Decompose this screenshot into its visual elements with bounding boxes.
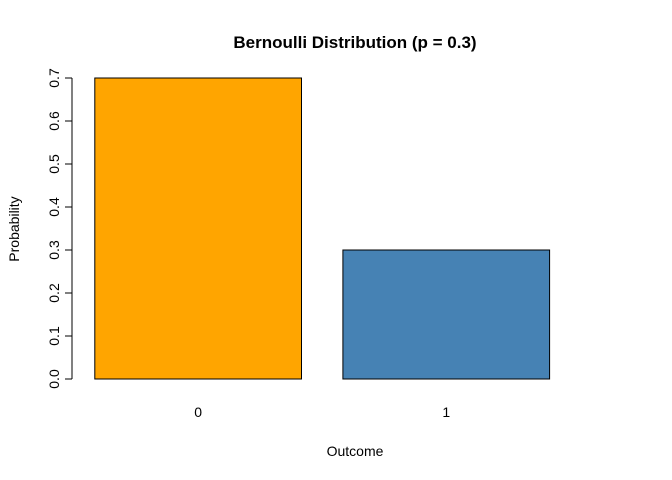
x-tick-label-1: 1 <box>442 404 450 420</box>
y-tick-label: 0.2 <box>46 283 62 303</box>
y-tick-label: 0.5 <box>46 154 62 174</box>
chart-title: Bernoulli Distribution (p = 0.3) <box>233 33 476 52</box>
y-tick-label: 0.6 <box>46 111 62 131</box>
y-tick-label: 0.4 <box>46 197 62 217</box>
y-tick-label: 0.3 <box>46 240 62 260</box>
y-tick-label: 0.0 <box>46 369 62 389</box>
bar-1 <box>342 249 551 380</box>
y-axis-label: Probability <box>6 196 22 261</box>
y-axis: 0.0 0.1 0.2 0.3 0.4 0.5 0.6 0.7 <box>46 68 73 389</box>
bars-group <box>94 77 551 380</box>
x-axis-label: Outcome <box>327 443 384 459</box>
bar-0 <box>94 77 302 380</box>
y-tick-label: 0.1 <box>46 326 62 346</box>
y-tick-label: 0.7 <box>46 68 62 88</box>
x-tick-label-0: 0 <box>194 404 202 420</box>
